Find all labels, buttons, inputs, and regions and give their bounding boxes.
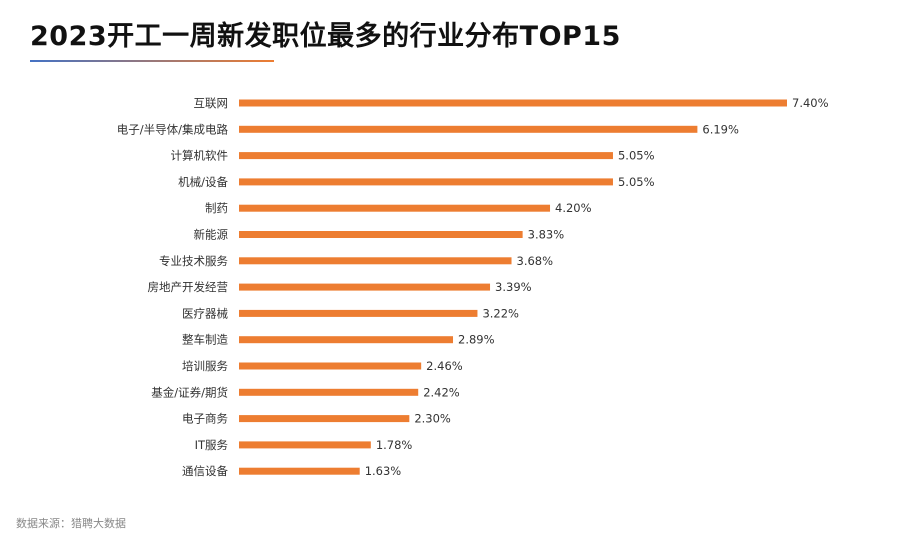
category-label: 电子商务 [182,412,228,426]
bar [239,309,478,317]
value-label: 5.05% [618,149,655,163]
bar [239,362,422,370]
category-label: 通信设备 [182,464,228,478]
data-source-note: 数据来源：猎聘大数据 [16,517,126,530]
value-label: 6.19% [702,122,739,136]
chart-title: 2023开工一周新发职位最多的行业分布TOP15 [30,21,621,52]
bar [239,441,371,449]
bar [239,257,512,265]
bar [239,388,419,396]
bar [239,283,491,291]
category-label: 机械/设备 [178,175,228,189]
value-label: 1.78% [376,438,413,452]
bar [239,125,698,133]
category-label: 新能源 [194,228,229,242]
category-label: 制药 [205,201,228,215]
value-label: 3.68% [517,254,554,268]
category-label: 医疗器械 [182,306,228,320]
value-label: 2.46% [426,359,463,373]
category-label: 房地产开发经营 [148,280,229,294]
category-label: 计算机软件 [171,149,229,163]
value-label: 5.05% [618,175,655,189]
value-label: 4.20% [555,201,592,215]
bar [239,231,523,238]
bar [239,336,454,344]
category-label: 互联网 [194,96,229,110]
category-label: 专业技术服务 [159,254,228,268]
bar [239,204,551,212]
bar-chart: 互联网 7.40% 电子/半导体/集成电路 6.19% 计算机软件 5.05% 机械/设备 5… [117,96,829,478]
value-label: 1.63% [365,464,402,478]
category-label: IT服务 [195,438,229,452]
value-label: 2.42% [423,385,460,399]
value-label: 7.40% [792,96,829,110]
category-label: 基金/证券/期货 [151,385,228,399]
title-underline [30,60,274,62]
value-label: 3.22% [482,306,519,320]
value-label: 3.83% [528,228,565,242]
bar [239,415,410,423]
value-label: 2.89% [458,333,495,347]
value-label: 2.30% [414,412,451,426]
bar [239,152,613,160]
bar [239,178,613,186]
value-label: 3.39% [495,280,532,294]
category-label: 电子/半导体/集成电路 [117,122,229,136]
bar [239,467,360,475]
bar [239,99,787,107]
category-label: 整车制造 [182,333,228,347]
category-label: 培训服务 [182,359,228,373]
